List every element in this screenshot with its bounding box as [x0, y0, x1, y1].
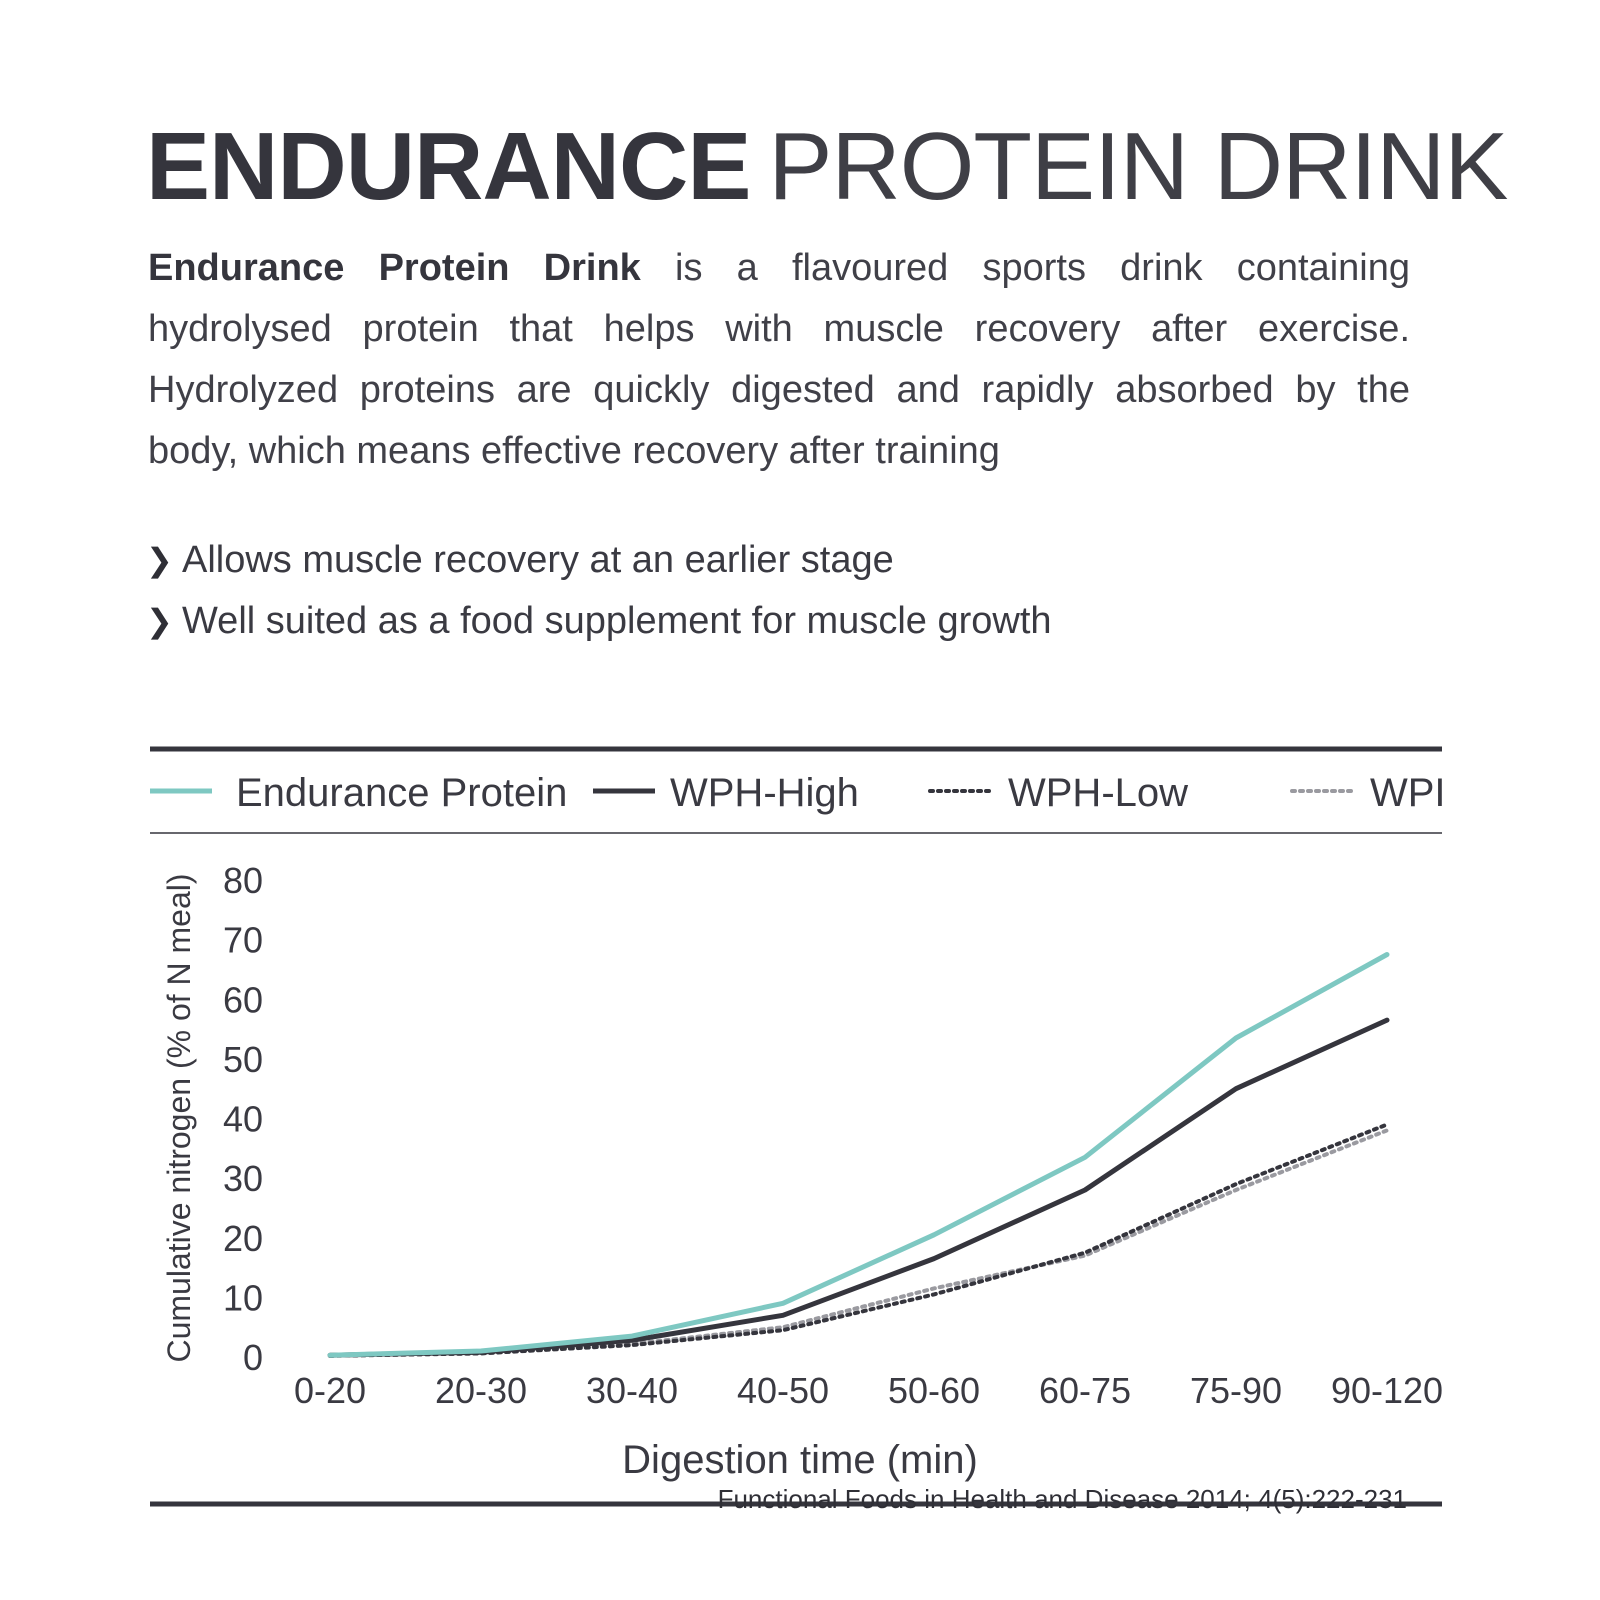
y-tick-label: 30	[223, 1158, 263, 1199]
y-axis-label: Cumulative nitrogen (% of N meal)	[161, 873, 197, 1362]
y-tick-label: 70	[223, 920, 263, 961]
y-tick-label: 50	[223, 1039, 263, 1080]
y-tick-label: 20	[223, 1218, 263, 1259]
series-line-wpi	[328, 1128, 1389, 1358]
x-tick-label: 20-30	[435, 1370, 527, 1411]
series-line-wph-low	[328, 1122, 1389, 1358]
intro-paragraph: Endurance Protein Drink is a flavoured s…	[148, 238, 1410, 482]
y-tick-label: 10	[223, 1277, 263, 1318]
series-lines	[327, 952, 1390, 1358]
y-tick-label: 80	[223, 860, 263, 901]
x-tick-label: 0-20	[294, 1370, 366, 1411]
x-tick-label: 75-90	[1190, 1370, 1282, 1411]
benefit-text: Well suited as a food supplement for mus…	[182, 600, 1052, 642]
legend-label-wph-high: WPH-High	[670, 771, 859, 815]
x-tick-label: 50-60	[888, 1370, 980, 1411]
y-tick-label: 60	[223, 979, 263, 1020]
x-tick-label: 60-75	[1039, 1370, 1131, 1411]
title-light: PROTEIN DRINK	[768, 113, 1508, 220]
series-line-endurance-protein	[327, 952, 1390, 1358]
title-bold: ENDURANCE	[146, 113, 751, 220]
y-axis-ticks: 0 10 20 30 40 50 60 70 80	[223, 860, 263, 1378]
legend-label-wpi: WPI	[1370, 771, 1446, 815]
x-tick-label: 30-40	[586, 1370, 678, 1411]
intro-text: is a flavoured sports drink containing h…	[148, 247, 1410, 472]
intro-product-name: Endurance Protein Drink	[148, 247, 641, 289]
legend-label-wph-low: WPH-Low	[1008, 771, 1188, 815]
y-tick-label: 0	[243, 1337, 263, 1378]
x-axis-ticks: 0-20 20-30 30-40 40-50 50-60 60-75 75-90 90-120	[294, 1370, 1443, 1411]
x-tick-label: 90-120	[1331, 1370, 1443, 1411]
y-tick-label: 40	[223, 1099, 263, 1140]
benefit-text: Allows muscle recovery at an earlier sta…	[182, 539, 894, 581]
page-title: ENDURANCE PROTEIN DRINK	[146, 112, 1508, 222]
citation: Functional Foods in Health and Disease 2…	[717, 1484, 1407, 1514]
benefit-item: ❯ Well suited as a food supplement for mu…	[146, 591, 1052, 652]
benefit-list: ❯ Allows muscle recovery at an earlier st…	[146, 530, 1052, 652]
benefit-item: ❯ Allows muscle recovery at an earlier st…	[146, 530, 1052, 591]
chevron-right-icon: ❯	[146, 542, 173, 578]
legend: Endurance Protein WPH-High WPH-Low WPI	[150, 771, 1446, 815]
chevron-right-icon: ❯	[146, 603, 173, 639]
legend-label-endurance-protein: Endurance Protein	[236, 771, 567, 815]
x-tick-label: 40-50	[737, 1370, 829, 1411]
x-axis-label: Digestion time (min)	[622, 1438, 978, 1482]
